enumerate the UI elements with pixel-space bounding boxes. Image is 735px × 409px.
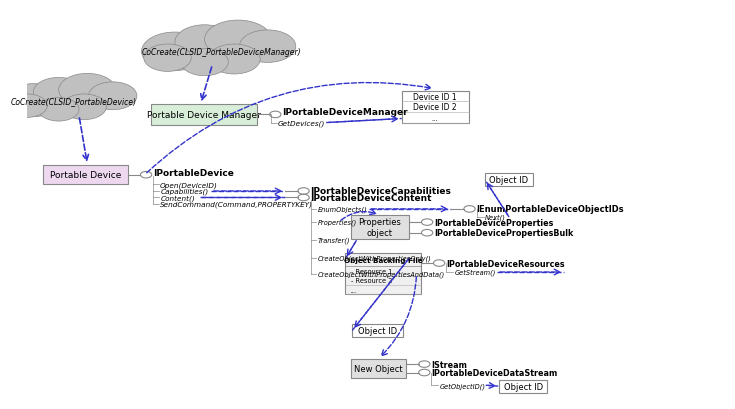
FancyBboxPatch shape <box>151 105 257 125</box>
Text: IStream: IStream <box>431 360 467 369</box>
Text: IPortableDeviceManager: IPortableDeviceManager <box>282 108 408 117</box>
Text: Portable Device Manager: Portable Device Manager <box>147 111 261 119</box>
Text: Device ID 2: Device ID 2 <box>413 103 457 112</box>
Text: CreateObjectWithPropertiesOnly(): CreateObjectWithPropertiesOnly() <box>318 255 431 261</box>
Text: ...: ... <box>431 113 439 122</box>
FancyBboxPatch shape <box>485 174 533 187</box>
Text: IPortableDevice: IPortableDevice <box>153 169 234 178</box>
FancyBboxPatch shape <box>351 359 406 378</box>
Text: IPortableDeviceProperties: IPortableDeviceProperties <box>434 218 553 227</box>
Text: Open(DeviceID): Open(DeviceID) <box>160 182 218 188</box>
Text: Object ID: Object ID <box>358 326 397 335</box>
Text: Device ID 1: Device ID 1 <box>413 92 457 101</box>
Text: IPortableDeviceResources: IPortableDeviceResources <box>446 259 564 268</box>
Text: Properties
object: Properties object <box>359 218 401 237</box>
Text: IPortableDeviceDataStream: IPortableDeviceDataStream <box>431 368 558 377</box>
Text: CoCreate(CLSID_PortableDevice): CoCreate(CLSID_PortableDevice) <box>10 97 137 106</box>
Text: Next(): Next() <box>485 214 506 221</box>
FancyBboxPatch shape <box>352 324 403 337</box>
Text: Properties(): Properties() <box>318 219 357 226</box>
Text: EnumObjects(): EnumObjects() <box>318 206 368 213</box>
FancyBboxPatch shape <box>43 166 128 185</box>
Text: - Resource 1: - Resource 1 <box>351 268 392 274</box>
Text: SendCommand(Command,PROPERTYKEY): SendCommand(Command,PROPERTYKEY) <box>160 201 313 208</box>
FancyBboxPatch shape <box>345 253 420 294</box>
Text: GetDevices(): GetDevices() <box>278 120 326 126</box>
Text: Content(): Content() <box>160 195 195 201</box>
Text: GetObjectID(): GetObjectID() <box>440 382 486 389</box>
Text: Transfer(): Transfer() <box>318 237 350 244</box>
Text: CreateObjectWithPropertiesAndData(): CreateObjectWithPropertiesAndData() <box>318 271 445 278</box>
Text: IPortableDevicePropertiesBulk: IPortableDevicePropertiesBulk <box>434 229 573 238</box>
Text: IPortableDeviceContent: IPortableDeviceContent <box>311 193 432 202</box>
Text: IPortableDeviceCapabilities: IPortableDeviceCapabilities <box>311 187 451 196</box>
Text: Capabilities(): Capabilities() <box>160 188 209 195</box>
FancyBboxPatch shape <box>351 216 409 239</box>
Text: Object ID: Object ID <box>490 176 528 185</box>
Text: Portable Device: Portable Device <box>50 171 121 180</box>
Text: GetStream(): GetStream() <box>455 269 496 276</box>
Text: CoCreate(CLSID_PortableDeviceManager): CoCreate(CLSID_PortableDeviceManager) <box>142 48 301 57</box>
FancyBboxPatch shape <box>402 92 469 123</box>
FancyBboxPatch shape <box>499 380 547 393</box>
Text: Object Backing File: Object Backing File <box>344 257 423 263</box>
Text: Object ID: Object ID <box>503 382 542 391</box>
Text: New Object: New Object <box>354 364 403 373</box>
Text: - Resource 2: - Resource 2 <box>351 278 392 284</box>
Text: IEnumPortableDeviceObjectIDs: IEnumPortableDeviceObjectIDs <box>476 205 624 214</box>
Text: ...: ... <box>351 287 357 293</box>
